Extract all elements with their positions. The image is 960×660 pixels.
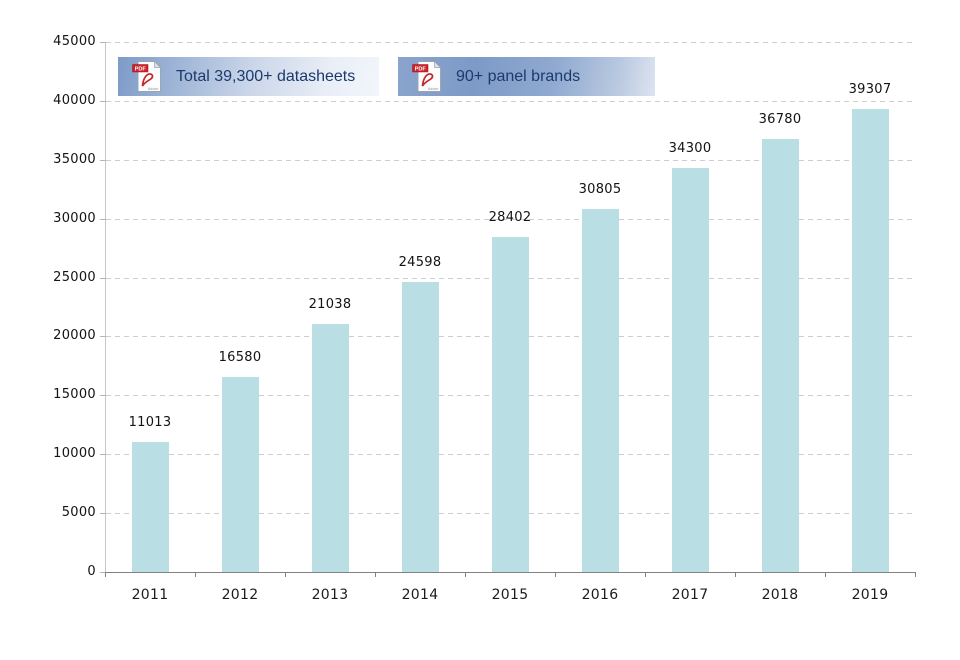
x-axis-label: 2014 [401, 587, 439, 603]
gridline [106, 219, 915, 220]
bar-2017 [672, 168, 709, 572]
bar-2013 [312, 324, 349, 572]
bar-value-label: 11013 [128, 415, 172, 430]
x-axis-tick [825, 572, 826, 577]
panel-brands-badge[interactable]: PDF Adobe 90+ panel brands [398, 57, 655, 96]
y-axis-tick [100, 160, 106, 161]
x-axis-label: 2019 [851, 587, 889, 603]
svg-text:Adobe: Adobe [148, 87, 158, 91]
bar-value-label: 34300 [668, 141, 712, 156]
x-axis-tick [465, 572, 466, 577]
datasheets-badge-label: Total 39,300+ datasheets [176, 67, 356, 85]
y-axis-label: 30000 [53, 211, 96, 226]
x-axis-tick [555, 572, 556, 577]
bar-2016 [582, 209, 619, 572]
y-axis-tick [100, 42, 106, 43]
gridline [106, 160, 915, 161]
y-axis-label: 35000 [53, 152, 96, 167]
svg-text:PDF: PDF [135, 66, 147, 72]
bar-2018 [762, 139, 799, 572]
y-axis-tick [100, 513, 106, 514]
y-axis-label: 5000 [61, 505, 96, 520]
y-axis-label: 15000 [53, 387, 96, 402]
bar-2014 [402, 282, 439, 572]
pdf-icon: PDF Adobe [412, 60, 442, 92]
x-axis-label: 2011 [131, 587, 169, 603]
svg-text:Adobe: Adobe [428, 87, 438, 91]
y-axis-label: 40000 [53, 93, 96, 108]
x-axis-label: 2016 [581, 587, 619, 603]
pdf-icon: PDF Adobe [132, 60, 162, 92]
x-axis-tick [915, 572, 916, 577]
bar-value-label: 39307 [848, 82, 892, 97]
y-axis-tick [100, 219, 106, 220]
bar-value-label: 36780 [758, 112, 802, 127]
x-axis-tick [645, 572, 646, 577]
y-axis-tick [100, 101, 106, 102]
x-axis-tick [285, 572, 286, 577]
bar-2011 [132, 442, 169, 572]
y-axis-label: 45000 [53, 34, 96, 49]
y-axis-tick [100, 278, 106, 279]
x-axis-tick [735, 572, 736, 577]
y-axis-tick [100, 572, 106, 573]
y-axis-tick [100, 336, 106, 337]
gridline [106, 101, 915, 102]
x-axis-tick [105, 572, 106, 577]
bar-2012 [222, 377, 259, 572]
panel-brands-badge-label: 90+ panel brands [456, 67, 581, 85]
x-axis-tick [195, 572, 196, 577]
bar-value-label: 16580 [218, 350, 262, 365]
x-axis-line [105, 572, 916, 573]
x-axis-label: 2018 [761, 587, 799, 603]
y-axis-label: 10000 [53, 446, 96, 461]
x-axis-label: 2015 [491, 587, 529, 603]
y-axis-tick [100, 395, 106, 396]
bar-value-label: 28402 [488, 210, 532, 225]
bar-value-label: 21038 [308, 297, 352, 312]
x-axis-label: 2013 [311, 587, 349, 603]
y-axis-tick [100, 454, 106, 455]
y-axis-line [105, 42, 106, 572]
y-axis-label: 25000 [53, 270, 96, 285]
x-axis-tick [375, 572, 376, 577]
x-axis-label: 2017 [671, 587, 709, 603]
svg-text:PDF: PDF [415, 66, 427, 72]
datasheets-badge[interactable]: PDF Adobe Total 39,300+ datasheets [118, 57, 379, 96]
x-axis-label: 2012 [221, 587, 259, 603]
y-axis-label: 20000 [53, 328, 96, 343]
bar-value-label: 30805 [578, 182, 622, 197]
bar-value-label: 24598 [398, 255, 442, 270]
bar-2015 [492, 237, 529, 572]
bar-2019 [852, 109, 889, 572]
gridline [106, 42, 915, 43]
y-axis-label: 0 [87, 564, 96, 579]
